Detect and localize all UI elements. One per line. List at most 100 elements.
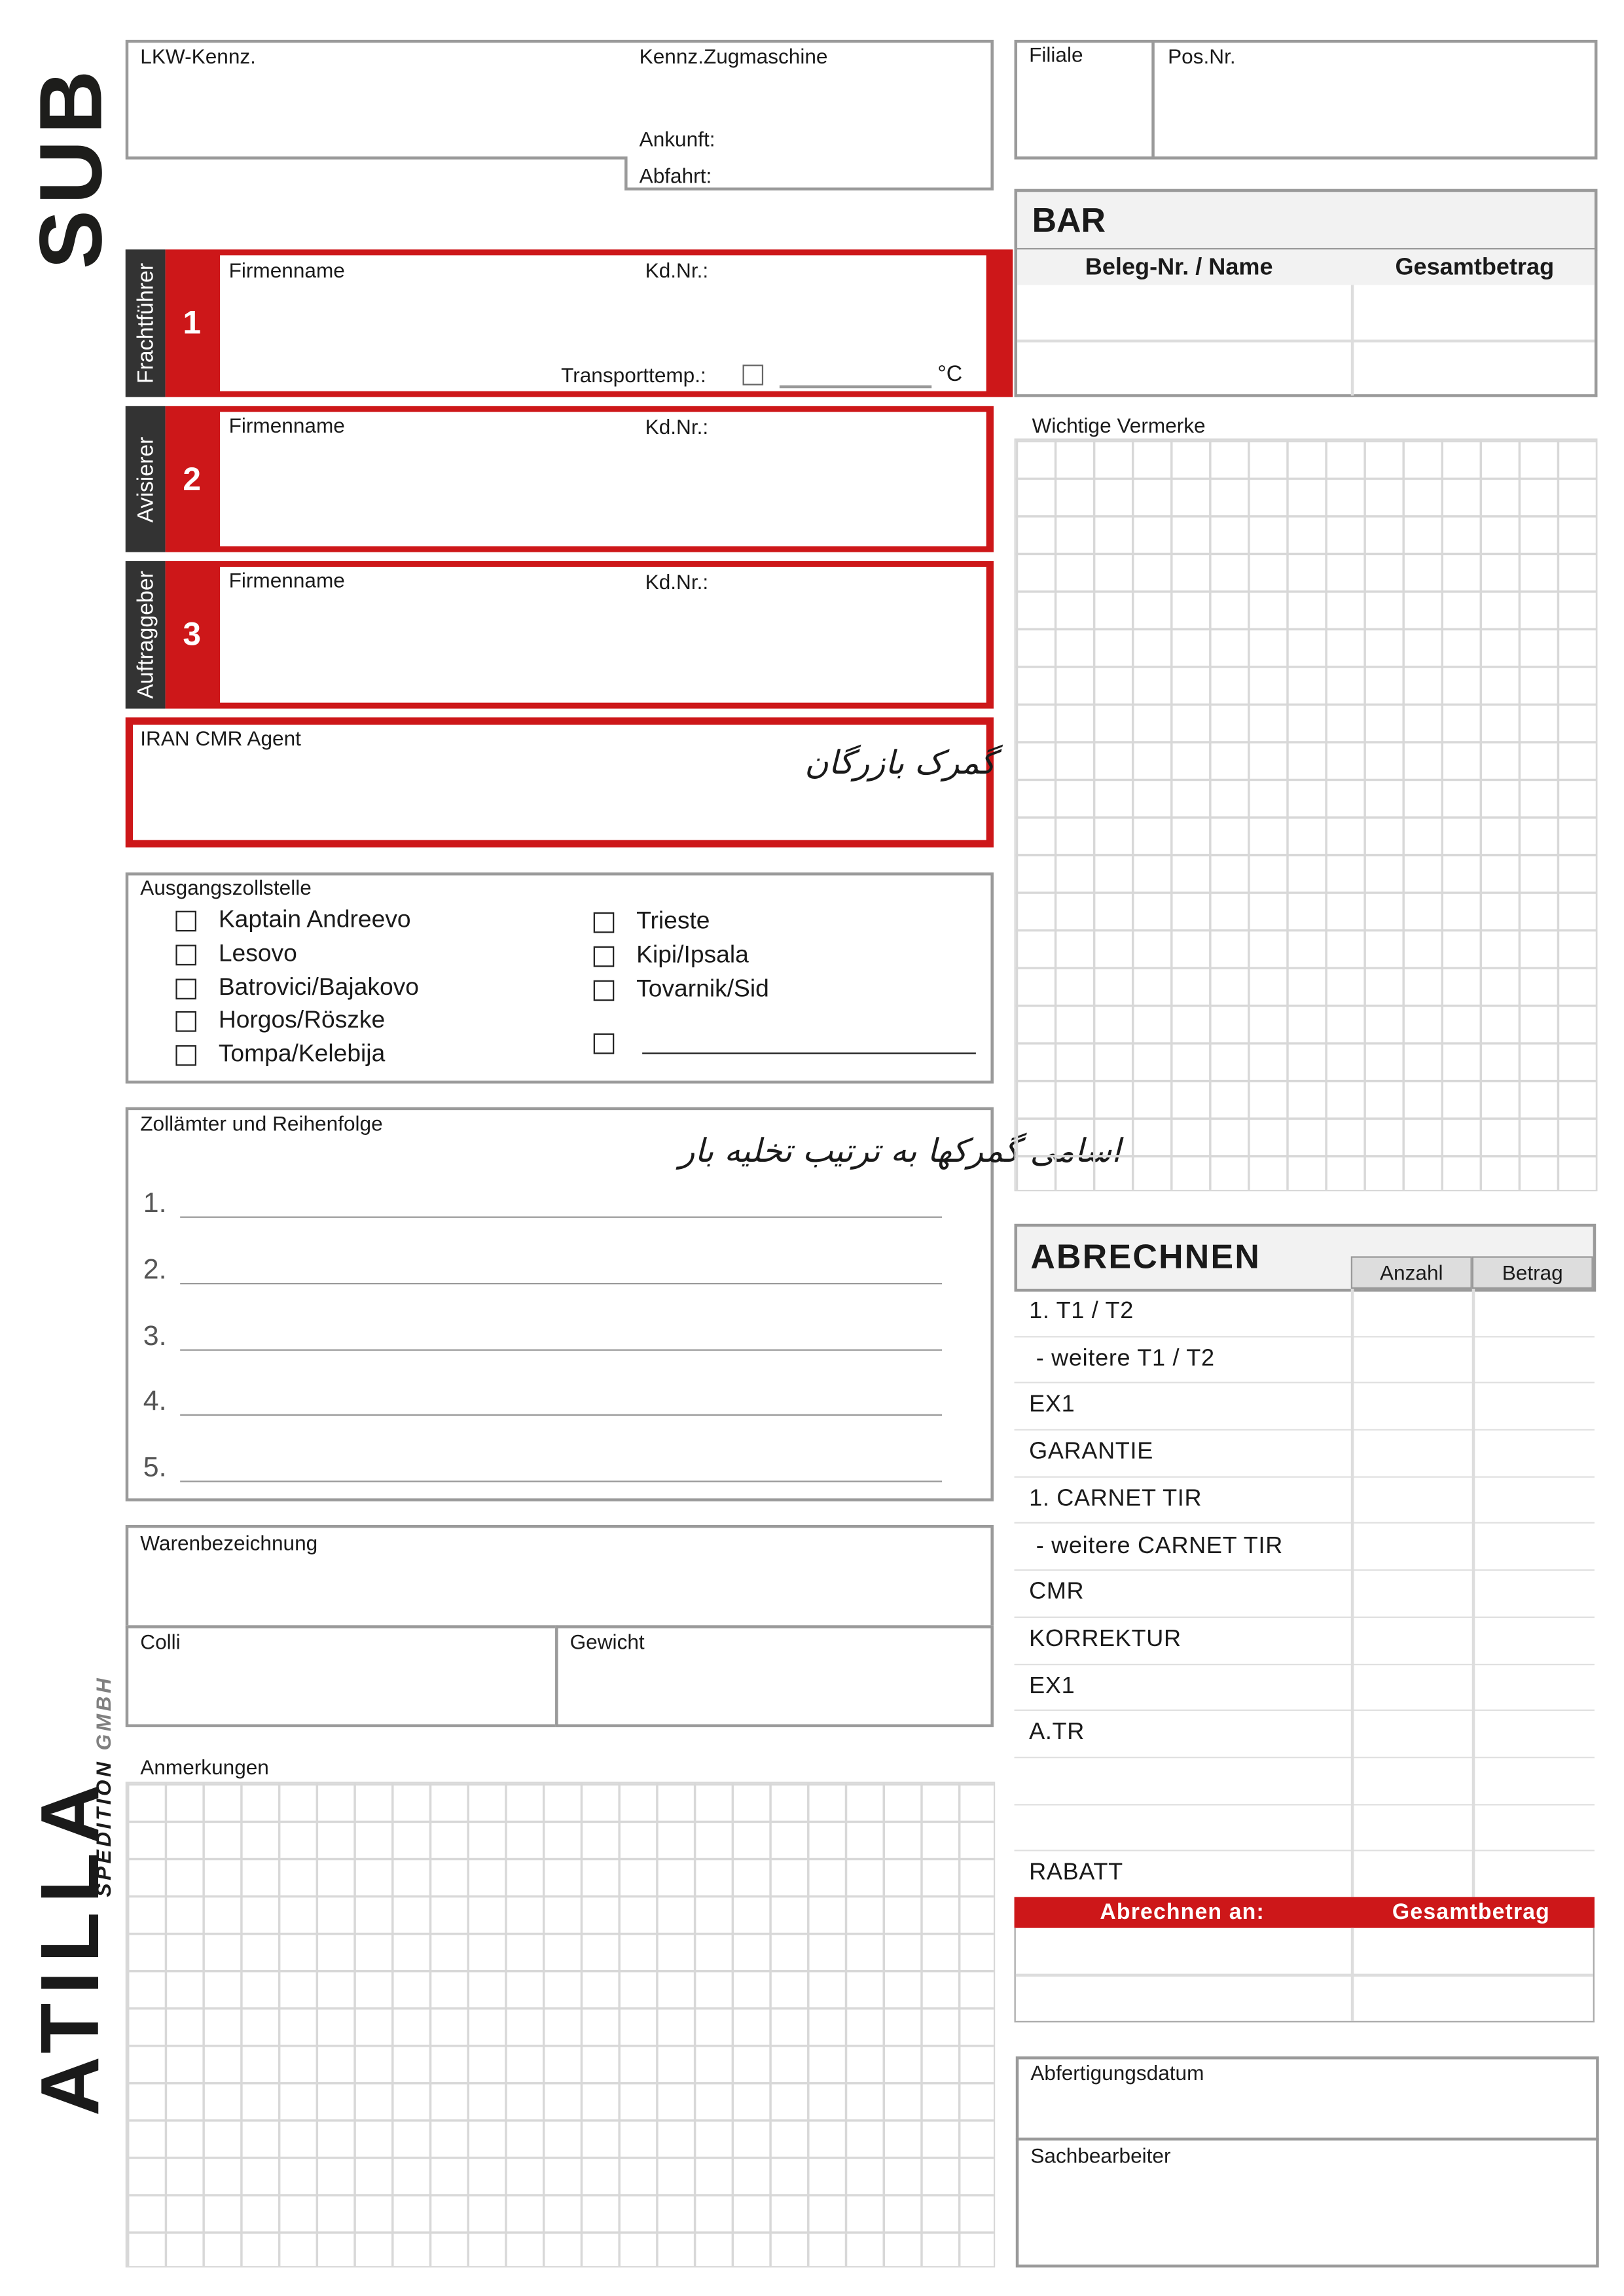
option-checkbox[interactable] [593,980,615,1001]
billing-row-label: CMR [1029,1579,1085,1605]
option-checkbox[interactable] [175,910,196,932]
office-input-line[interactable] [180,1480,943,1482]
filiale-label: Filiale [1029,43,1083,67]
agent-label: IRAN CMR Agent [140,726,301,750]
clerk-box[interactable] [1015,2137,1599,2268]
role-label: Frachtführer [132,262,158,384]
option-checkbox[interactable] [175,1011,196,1033]
option-checkbox[interactable] [175,1045,196,1066]
party-notifier: Avisierer 2 Firmenname Kd.Nr.: [125,406,994,552]
option-checkbox[interactable] [593,912,615,933]
option-label: Batrovici/Bajakovo [218,973,419,1001]
party-carrier: Frachtführer 1 Firmenname Kd.Nr.: Transp… [125,249,1013,397]
option-checkbox[interactable] [175,944,196,965]
date-label: Abfertigungsdatum [1030,2060,1204,2085]
billing-row-label: EX1 [1029,1392,1075,1418]
billing-row[interactable]: 1. CARNET TIR [1014,1477,1595,1524]
bar-title: BAR [1032,200,1106,240]
office-input-line[interactable] [180,1348,943,1350]
company-label: Firmenname [228,568,345,592]
bar-col-total: Gesamtbetrag [1395,255,1555,281]
tractor-label: Kennz.Zugmaschine [639,44,828,68]
office-number: 2. [143,1254,167,1286]
clerk-label: Sachbearbeiter [1030,2143,1171,2168]
bill-to-label: Abrechnen an: [1100,1899,1265,1926]
goods-description-label: Warenbezeichnung [140,1530,318,1555]
customer-number-label: Kd.Nr.: [645,569,709,594]
customer-number-label: Kd.Nr.: [645,414,709,439]
temp-input-line[interactable] [779,385,932,389]
billing-row-label: KORREKTUR [1029,1626,1182,1652]
billing-row[interactable] [1014,1758,1595,1805]
exit-customs-box [125,872,994,1084]
vehicle-box-outline [125,39,994,190]
option-label: Kipi/Ipsala [636,942,749,969]
pos-label: Pos.Nr. [1168,44,1236,68]
party-number: 2 [183,459,202,497]
departure-label: Abfahrt: [639,164,712,188]
remarks-label: Anmerkungen [140,1755,269,1779]
office-number: 3. [143,1320,167,1352]
option-label: Kaptain Andreevo [218,906,411,933]
billing-row[interactable]: GARANTIE [1014,1431,1595,1478]
billing-row-label: A.TR [1029,1720,1085,1746]
option-label: Trieste [636,908,710,935]
billing-row-label: RABATT [1029,1860,1123,1886]
billing-row-label: GARANTIE [1029,1439,1154,1465]
bar-col-receipt: Beleg-Nr. / Name [1085,255,1273,281]
option-label: Horgos/Röszke [218,1007,386,1034]
temp-checkbox[interactable] [742,365,764,386]
office-input-line[interactable] [180,1216,943,1218]
billing-row-label: - weitere T1 / T2 [1029,1346,1215,1371]
lkw-label: LKW-Kennz. [140,44,256,68]
agent-box [125,717,994,848]
billing-row[interactable]: KORREKTUR [1014,1618,1595,1665]
billing-row[interactable]: EX1 [1014,1664,1595,1712]
weight-label: Gewicht [569,1630,645,1654]
billing-row[interactable]: 1. T1 / T2 [1014,1290,1595,1337]
billing-row[interactable]: A.TR [1014,1712,1595,1759]
spedition-gmbh-logo: SPEDITION GMBH [91,1675,115,1897]
role-label: Auftraggeber [132,571,158,699]
temp-unit: °C [937,361,963,387]
notes-label: Wichtige Vermerke [1032,413,1206,437]
colli-label: Colli [140,1630,181,1654]
option-label: Tovarnik/Sid [636,975,769,1003]
branch-box [1014,39,1598,160]
arrival-label: Ankunft: [639,126,715,151]
remarks-grid[interactable] [125,1782,996,2268]
other-checkbox[interactable] [593,1033,615,1054]
billing-total-label: Gesamtbetrag [1392,1899,1550,1926]
office-input-line[interactable] [180,1282,943,1284]
billing-row[interactable]: CMR [1014,1571,1595,1618]
office-number: 5. [143,1452,167,1484]
billing-title: ABRECHNEN [1030,1237,1261,1276]
party-number: 1 [183,304,202,342]
billing-row[interactable]: RABATT [1014,1852,1595,1899]
weight-box [555,1625,994,1727]
option-label: Lesovo [218,940,297,967]
billing-row[interactable] [1014,1805,1595,1852]
option-label: Tompa/Kelebija [218,1041,386,1068]
customs-offices-box [125,1107,994,1501]
option-checkbox[interactable] [593,946,615,967]
customer-number-label: Kd.Nr.: [645,258,709,282]
office-number: 1. [143,1188,167,1220]
billing-row-label: 1. CARNET TIR [1029,1486,1202,1512]
customs-offices-label: Zollämter und Reihenfolge [140,1111,383,1136]
colli-box [125,1625,558,1727]
billing-row[interactable]: - weitere CARNET TIR [1014,1524,1595,1571]
company-label: Firmenname [228,413,345,437]
agent-handwriting: گمرک بازرگان [804,745,996,783]
notes-grid[interactable] [1014,438,1598,1192]
billing-row[interactable]: - weitere T1 / T2 [1014,1337,1595,1384]
option-checkbox[interactable] [175,978,196,999]
other-input-line[interactable] [642,1052,976,1054]
party-number: 3 [183,615,202,653]
billing-row[interactable]: EX1 [1014,1384,1595,1431]
bill-to-bar [1014,1897,1595,1928]
transport-temp-label: Transporttemp.: [561,363,706,387]
bill-to-rows[interactable] [1014,1928,1595,2023]
billing-row-label: 1. T1 / T2 [1029,1299,1134,1325]
office-input-line[interactable] [180,1414,943,1416]
